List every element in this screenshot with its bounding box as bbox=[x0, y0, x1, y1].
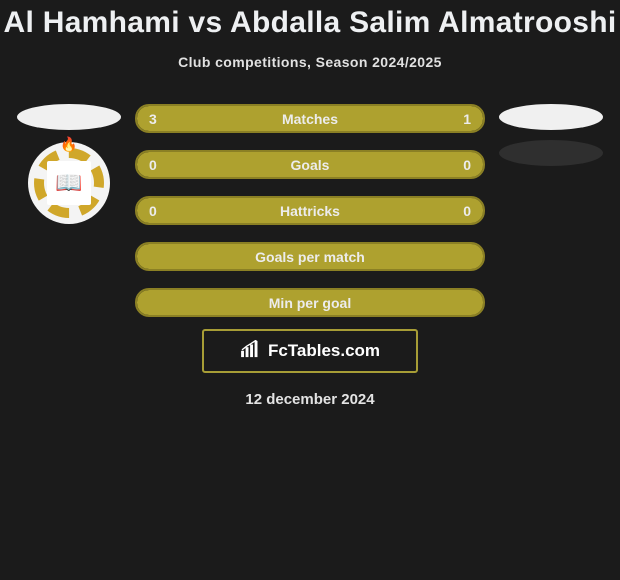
badge-book-icon: 📖 bbox=[55, 170, 82, 196]
page-title: Al Hamhami vs Abdalla Salim Almatrooshi bbox=[4, 6, 617, 40]
stat-row: 0 Hattricks 0 bbox=[135, 196, 485, 225]
left-player-col: 🔥 📖 bbox=[9, 104, 129, 317]
stat-value-left: 0 bbox=[149, 203, 157, 219]
stat-label: Goals bbox=[291, 157, 330, 173]
stat-row: 3 Matches 1 bbox=[135, 104, 485, 133]
player-ellipse-icon bbox=[499, 140, 603, 166]
right-player-col bbox=[491, 104, 611, 317]
stat-value-right: 0 bbox=[463, 157, 471, 173]
stat-value-left: 0 bbox=[149, 157, 157, 173]
date-text: 12 december 2024 bbox=[245, 391, 374, 408]
bar-chart-icon bbox=[240, 340, 262, 363]
player-ellipse-icon bbox=[499, 104, 603, 130]
stat-label: Matches bbox=[282, 111, 338, 127]
stat-label: Hattricks bbox=[280, 203, 340, 219]
stat-label: Goals per match bbox=[255, 249, 365, 265]
stats-list: 3 Matches 1 0 Goals 0 0 Hattricks 0 Goals per mat… bbox=[135, 104, 485, 317]
stat-row: 0 Goals 0 bbox=[135, 150, 485, 179]
badge-center-icon: 📖 bbox=[47, 161, 91, 205]
bar-fill-left bbox=[137, 106, 403, 131]
club-badge-icon: 🔥 📖 bbox=[28, 142, 110, 224]
stat-value-right: 1 bbox=[463, 111, 471, 127]
stat-label: Min per goal bbox=[269, 295, 351, 311]
badge-flame-icon: 🔥 bbox=[60, 136, 77, 153]
brand-badge: FcTables.com bbox=[202, 329, 418, 373]
stat-value-right: 0 bbox=[463, 203, 471, 219]
stat-value-left: 3 bbox=[149, 111, 157, 127]
player-ellipse-icon bbox=[17, 104, 121, 130]
stat-row: Min per goal bbox=[135, 288, 485, 317]
stat-row: Goals per match bbox=[135, 242, 485, 271]
brand-text: FcTables.com bbox=[268, 341, 380, 361]
page-subtitle: Club competitions, Season 2024/2025 bbox=[178, 54, 442, 70]
comparison-body: 🔥 📖 3 Matches 1 0 Goals 0 0 Hattricks 0 Goals per… bbox=[0, 104, 620, 317]
